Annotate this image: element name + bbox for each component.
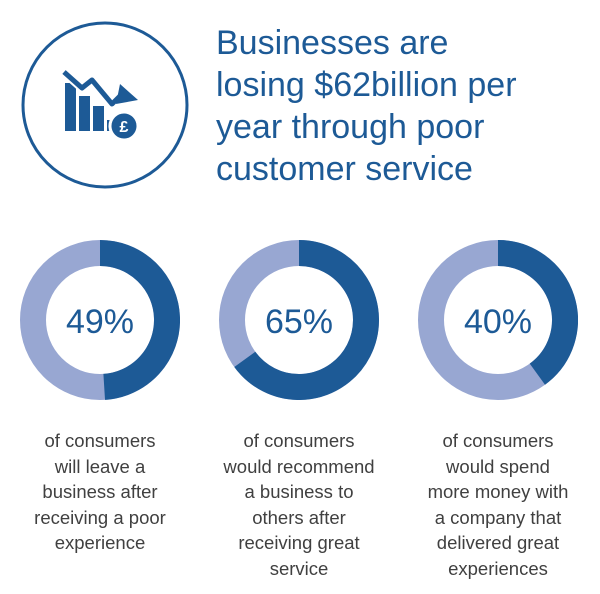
- stat-caption-1: of consumers will leave a business after…: [5, 428, 195, 556]
- headline-line: losing $62billion per: [216, 66, 517, 104]
- pound-coin-icon: [108, 110, 140, 142]
- donut-percent-label: 65%: [265, 303, 333, 341]
- caption-line: a business to: [244, 481, 354, 502]
- caption-line: business after: [42, 481, 158, 502]
- headline: Businesses are losing $62billion per yea…: [216, 22, 586, 190]
- icon-circle-outline: [21, 21, 189, 189]
- caption-line: would recommend: [223, 455, 375, 477]
- caption-line: receiving great: [238, 532, 360, 553]
- caption-line: receiving a poor: [34, 506, 166, 528]
- donut-svg: 65%: [219, 240, 379, 400]
- donut-percent-label: 49%: [66, 303, 134, 341]
- icon-trend-line: [62, 70, 126, 107]
- donut-value-arc: [99, 240, 180, 400]
- icon-bars: [65, 83, 116, 131]
- caption-line: a company that: [434, 506, 562, 528]
- caption-line: experiences: [448, 557, 548, 579]
- pound-symbol: £: [120, 119, 129, 136]
- caption-line: experience: [54, 532, 146, 553]
- donut-value-arc: [234, 240, 379, 400]
- donut-chart-3: 40%: [418, 240, 578, 400]
- caption-line: would spend: [446, 455, 550, 477]
- caption-line: will leave a: [54, 455, 146, 477]
- caption-line: of consumers: [243, 430, 355, 451]
- icon-trend-arrowhead: [116, 84, 138, 104]
- stat-caption-2: of consumers would recommend a business …: [204, 428, 394, 581]
- caption-line: others after: [252, 506, 346, 528]
- headline-line: year through poor: [216, 108, 485, 146]
- caption-line: of consumers: [44, 430, 156, 451]
- donut-percent-label: 40%: [464, 303, 532, 341]
- caption-line: delivered great: [436, 532, 560, 553]
- donut-chart-2: 65%: [219, 240, 379, 400]
- declining-bar-chart-pound-icon: £: [20, 20, 190, 190]
- donut-svg: 49%: [20, 240, 180, 400]
- donut-svg: 40%: [418, 240, 578, 400]
- headline-line: Businesses are: [216, 24, 449, 62]
- caption-line: of consumers: [442, 430, 554, 451]
- stat-caption-3: of consumers would spend more money with…: [403, 428, 593, 581]
- donut-value-arc: [497, 240, 578, 385]
- donut-chart-1: 49%: [20, 240, 180, 400]
- headline-line: customer service: [216, 150, 473, 188]
- caption-line: service: [269, 557, 329, 579]
- caption-line: more money with: [427, 481, 569, 502]
